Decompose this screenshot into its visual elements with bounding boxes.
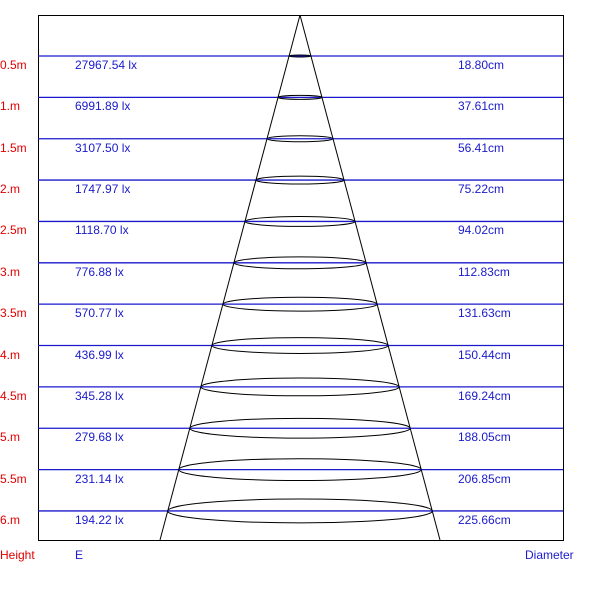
height-label: 3.5m (0, 306, 27, 321)
height-label: 0.5m (0, 58, 27, 72)
illuminance-value: 570.77 lx (75, 306, 124, 321)
height-label: 5.5m (0, 471, 27, 486)
diameter-value: 206.85cm (458, 471, 511, 486)
diameter-value: 112.83cm (458, 264, 510, 279)
height-label: 5.m (0, 430, 21, 445)
diameter-value: 225.66cm (458, 512, 511, 527)
illuminance-value: 776.88 lx (75, 264, 124, 279)
illuminance-value: 6991.89 lx (75, 99, 131, 114)
diameter-value: 131.63cm (458, 306, 511, 321)
illuminance-value: 1118.70 lx (75, 223, 129, 238)
height-label: 1.5m (0, 140, 27, 155)
diameter-value: 56.41cm (458, 140, 505, 155)
illuminance-value: 231.14 lx (75, 471, 124, 486)
diameter-value: 18.80cm (458, 58, 505, 72)
footer-diameter-label: Diameter (525, 548, 574, 562)
height-label: 4.m (0, 347, 21, 362)
illuminance-value: 27967.54 lx (75, 58, 138, 72)
diameter-value: 37.61cm (458, 99, 505, 114)
diameter-value: 94.02cm (458, 223, 505, 238)
height-label: 2.5m (0, 223, 27, 238)
diameter-value: 169.24cm (458, 388, 511, 403)
height-label: 6.m (0, 512, 21, 527)
frame (38, 15, 564, 541)
illuminance-value: 1747.97 lx (75, 182, 131, 197)
cone-left-edge (159, 14, 301, 541)
footer-e-label: E (75, 548, 84, 562)
illuminance-value: 436.99 lx (75, 347, 124, 362)
height-label: 4.5m (0, 388, 27, 403)
illuminance-value: 279.68 lx (75, 430, 124, 445)
cone-right-edge (299, 14, 441, 541)
illuminance-value: 194.22 lx (75, 512, 124, 527)
diameter-value: 75.22cm (458, 182, 505, 197)
height-label: 3.m (0, 264, 21, 279)
diameter-value: 150.44cm (458, 347, 511, 362)
height-label: 2.m (0, 182, 21, 197)
height-label: 1.m (0, 99, 21, 114)
diameter-value: 188.05cm (458, 430, 511, 445)
illuminance-value: 345.28 lx (75, 388, 124, 403)
illuminance-value: 3107.50 lx (75, 140, 131, 155)
footer-height-label: Height (0, 548, 35, 562)
